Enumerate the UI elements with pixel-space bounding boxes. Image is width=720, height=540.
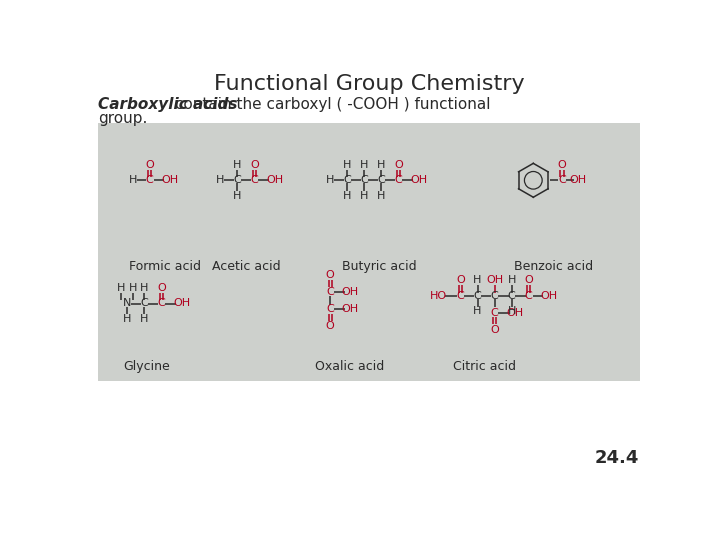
Text: OH: OH [342, 304, 359, 314]
Text: H: H [326, 176, 334, 185]
Text: Glycine: Glycine [123, 360, 170, 373]
Text: contain the carboxyl ( -COOH ) functional: contain the carboxyl ( -COOH ) functiona… [170, 97, 490, 112]
Text: Acetic acid: Acetic acid [212, 260, 281, 273]
Text: H: H [343, 191, 351, 201]
Text: C: C [377, 176, 385, 185]
Text: O: O [326, 321, 335, 331]
Text: Butyric acid: Butyric acid [342, 260, 416, 273]
Text: O: O [145, 160, 154, 170]
Text: C: C [456, 291, 464, 301]
Text: Citric acid: Citric acid [453, 360, 516, 373]
Text: Formic acid: Formic acid [129, 260, 201, 273]
Bar [98, 123, 640, 381]
Text: C: C [140, 299, 148, 308]
Text: H: H [233, 191, 241, 201]
Text: C: C [508, 291, 516, 301]
Text: group.: group. [98, 111, 147, 126]
Text: C: C [343, 176, 351, 185]
Text: C: C [395, 176, 402, 185]
Text: H: H [508, 275, 516, 286]
Text: C: C [233, 176, 241, 185]
Text: O: O [326, 270, 335, 280]
Text: OH: OH [486, 275, 503, 286]
Text: H: H [343, 160, 351, 170]
Text: C: C [558, 176, 566, 185]
Text: OH: OH [506, 308, 523, 318]
Text: OH: OH [410, 176, 427, 185]
Text: H: H [473, 275, 482, 286]
Text: H: H [117, 283, 125, 293]
Text: C: C [145, 176, 153, 185]
Text: Oxalic acid: Oxalic acid [315, 360, 384, 373]
Text: OH: OH [173, 299, 190, 308]
Text: H: H [129, 283, 138, 293]
Text: H: H [508, 306, 516, 316]
Text: H: H [360, 160, 369, 170]
Text: H: H [128, 176, 137, 185]
Text: H: H [123, 314, 131, 324]
Text: OH: OH [540, 291, 557, 301]
Text: H: H [140, 283, 148, 293]
Text: OH: OH [342, 287, 359, 297]
Text: O: O [250, 160, 258, 170]
Text: C: C [251, 176, 258, 185]
Text: O: O [394, 160, 402, 170]
Text: 24.4: 24.4 [594, 449, 639, 467]
Text: H: H [233, 160, 241, 170]
Text: Functional Group Chemistry: Functional Group Chemistry [214, 74, 524, 94]
Text: C: C [525, 291, 533, 301]
Text: O: O [557, 160, 567, 170]
Text: C: C [326, 287, 334, 297]
Text: N: N [123, 299, 131, 308]
Text: OH: OH [569, 176, 586, 185]
Text: Carboxylic acids: Carboxylic acids [98, 97, 238, 112]
Text: OH: OH [161, 176, 179, 185]
Text: Benzoic acid: Benzoic acid [514, 260, 593, 273]
Text: H: H [216, 176, 225, 185]
Text: H: H [377, 191, 386, 201]
Text: O: O [524, 275, 533, 286]
Text: H: H [377, 160, 386, 170]
Text: C: C [474, 291, 482, 301]
Text: HO: HO [430, 291, 447, 301]
Text: OH: OH [266, 176, 283, 185]
Text: C: C [490, 308, 498, 318]
Text: O: O [490, 325, 499, 335]
Text: O: O [157, 283, 166, 293]
Text: C: C [326, 304, 334, 314]
Text: O: O [456, 275, 465, 286]
Text: C: C [490, 291, 498, 301]
Text: H: H [473, 306, 482, 316]
Text: C: C [361, 176, 368, 185]
Text: C: C [158, 299, 165, 308]
Text: H: H [360, 191, 369, 201]
Text: H: H [140, 314, 148, 324]
